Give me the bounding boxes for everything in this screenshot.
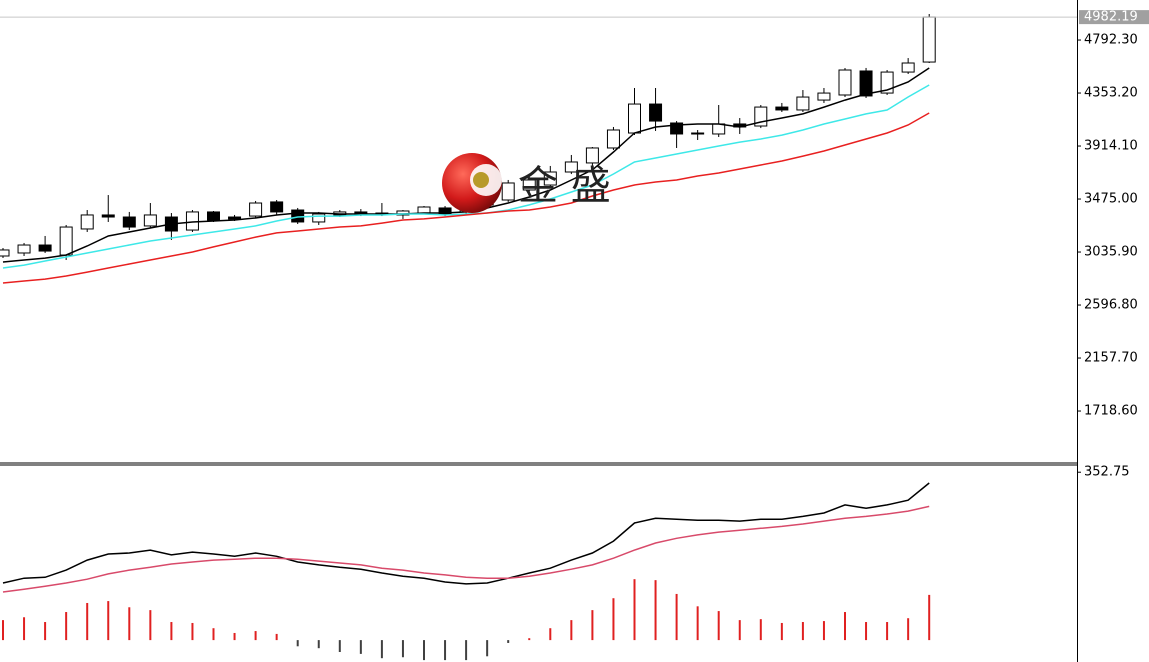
candle-body [775,106,789,111]
candle-body [122,216,136,228]
candle-body [670,122,684,135]
candle-body [796,96,810,111]
candle-body [585,147,599,164]
candle-body [228,216,242,220]
y-tick-label: 3475.00 [1084,192,1138,207]
candle-body [501,182,515,201]
candle-body [880,71,894,94]
candle-body [606,129,620,149]
plot-area [0,14,936,661]
candle-body [649,103,663,122]
y-tick-label: 2596.80 [1084,298,1138,313]
indicator-line [2,482,930,585]
candle-body [564,161,578,173]
indicator-line [2,505,930,593]
candle-body [80,214,94,230]
last-price-box [1079,10,1149,25]
candle-body [312,213,326,223]
y-tick-label: 4353.20 [1084,86,1138,101]
candle-body [438,207,452,215]
candle-body [817,92,831,101]
indicator-line [2,112,930,284]
candle-body [249,202,263,217]
candle-body [712,123,726,135]
candle-body [270,201,284,213]
candle-body [291,209,305,223]
candle-body [417,206,431,214]
y-tick-label: 3914.10 [1084,139,1138,154]
indicator-line [2,84,930,269]
candle-body [59,226,73,256]
last-price-label: 4982.19 [1084,10,1138,25]
y-tick-label: 1718.60 [1084,404,1138,419]
y-tick-label: 2157.70 [1084,351,1138,366]
candle-body [207,211,220,221]
candle-body [185,211,199,231]
y-tick-label: 4792.30 [1084,33,1138,48]
candle-body [17,244,31,254]
y-tick-label: 3035.90 [1084,245,1138,260]
candle-body [0,249,10,257]
watermark: 金 盛 [518,163,611,209]
logo-dot [473,172,489,188]
candle-body [628,103,641,134]
candle-body [901,62,915,73]
y-tick-label: 352.75 [1084,465,1130,480]
candle-body [38,244,52,252]
candle-body [922,16,936,63]
candle-body [543,171,557,186]
candle-body [859,70,873,97]
candle-body [143,214,157,227]
candle-body [838,69,852,96]
candle-body [522,179,536,191]
candle-body [691,132,705,135]
candle-body [101,214,115,218]
